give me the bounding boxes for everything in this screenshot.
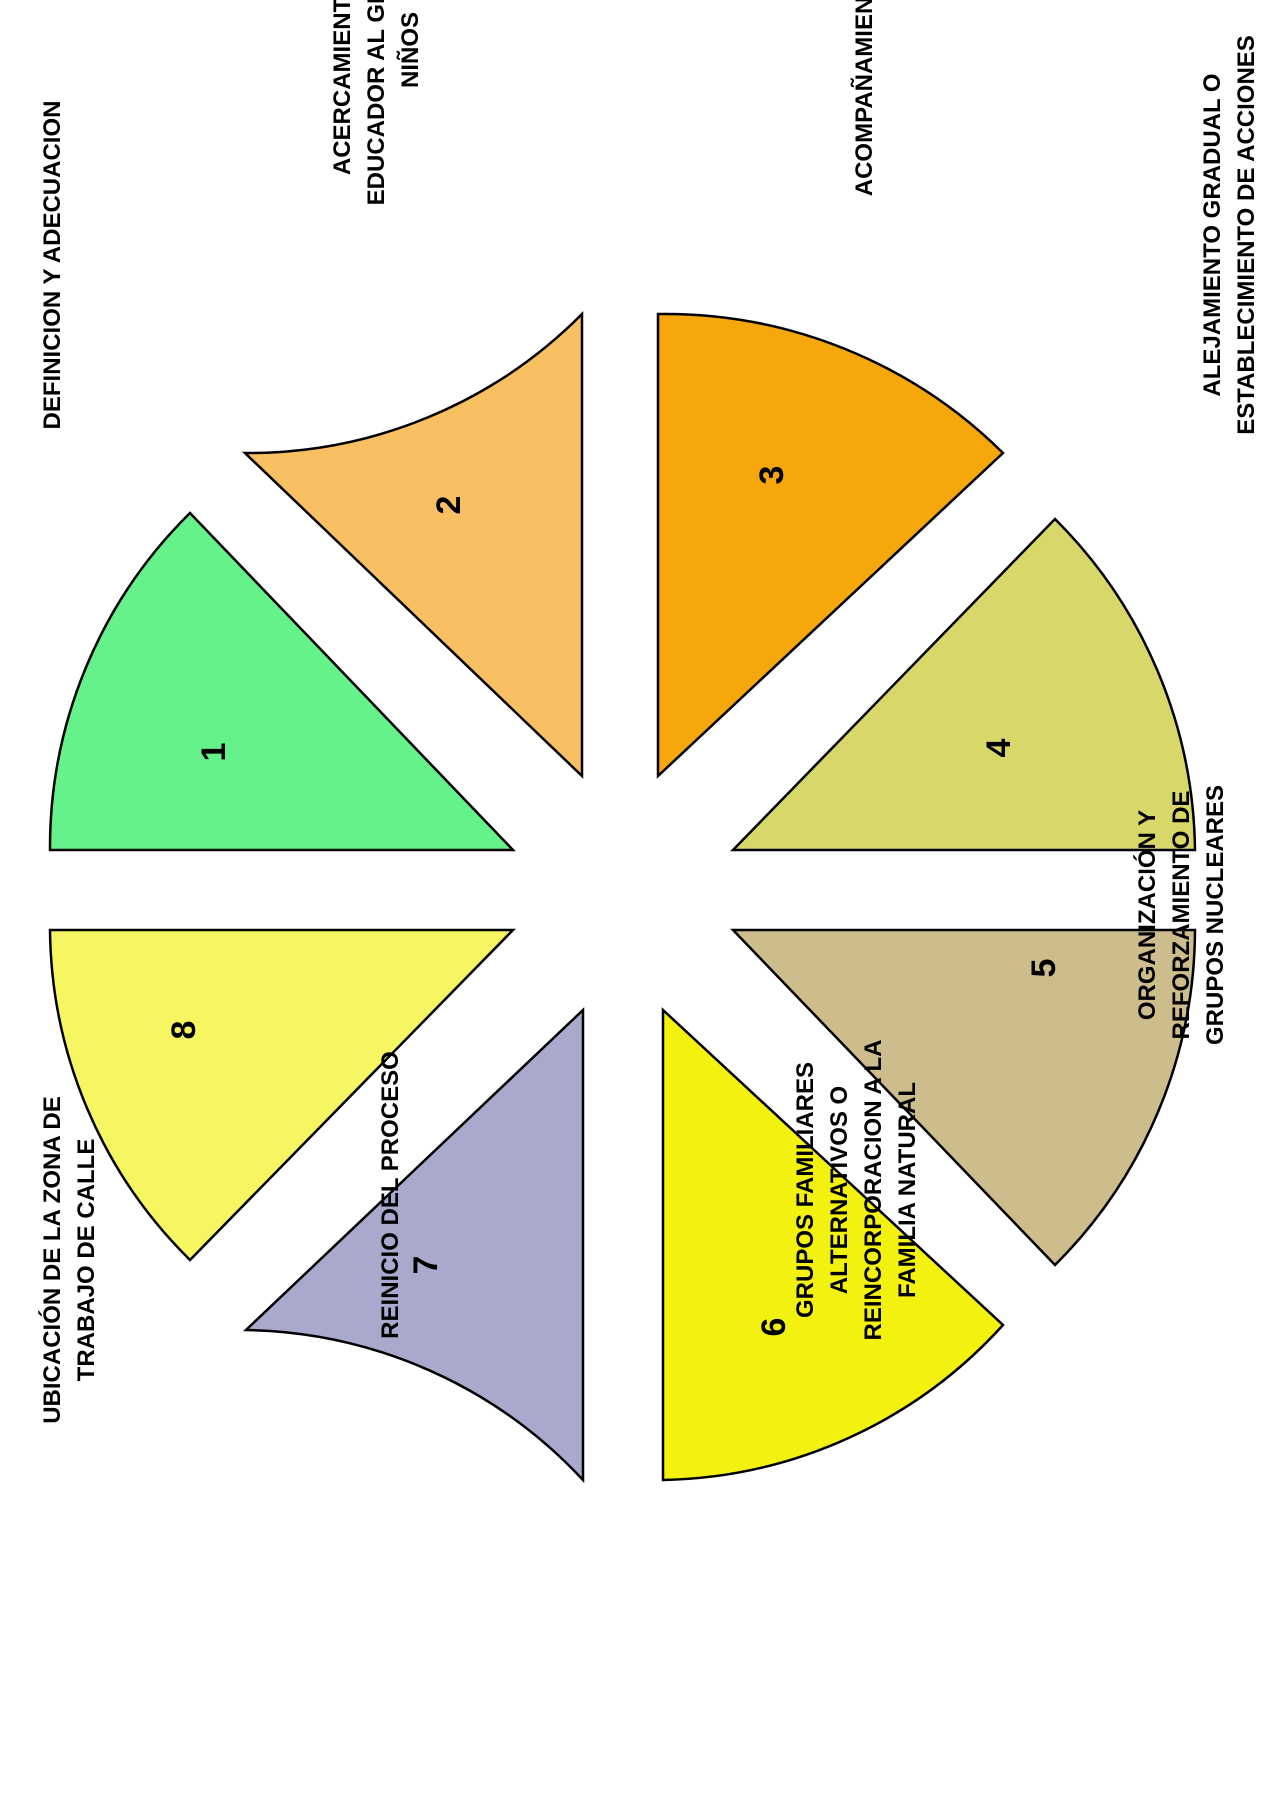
segment-2-label-line: EDUCADOR AL GRUPO DE [363,0,390,205]
segment-8-label-line: UBICACIÓN DE LA ZONA DE [38,1096,66,1424]
segment-6-label-line: FAMILIA NATURAL [894,1082,921,1298]
segment-6-label: GRUPOS FAMILIARES ALTERNATIVOS O REINCORPO… [792,1040,921,1341]
segment-6-label-line: REINCORPORACION A LA [860,1040,887,1341]
segment-5 [730,928,1197,1267]
segment-8-label-line: TRABAJO DE CALLE [73,1139,100,1382]
segment-5-label: ORGANIZACIÓN Y REFORZAMIENTO DE GRUPOS NUC… [1133,785,1229,1045]
segment-4 [730,517,1197,852]
segment-8-label: UBICACIÓN DE LA ZONA DE TRABAJO DE CALLE [38,1096,100,1424]
segment-2-number: 2 [430,496,468,515]
segment-7-label: REINICIO DEL PROCESO [377,1051,404,1339]
segment-5-label-line: GRUPOS NUCLEARES [1202,785,1229,1045]
segment-6-number: 6 [755,1318,793,1337]
segment-4-label-line: ESTABLECIMIENTO DE ACCIONES [1233,35,1260,435]
segment-3-label-line: ACOMPAÑAMIENTO [850,0,878,196]
segment-4-label: ALEJAMIENTO GRADUAL O ESTABLECIMIENTO DE … [1199,35,1260,435]
segment-2-label-line: ACERCAMIENTO DEL [329,0,356,175]
segment-5-number: 5 [1025,959,1063,978]
segment-1-label: DEFINICION Y ADECUACION [39,101,66,430]
segment-3-number: 3 [753,466,791,485]
segment-4-label-line: ALEJAMIENTO GRADUAL O [1199,73,1226,396]
segment-7 [242,1007,585,1484]
segment-1 [48,511,516,852]
segment-7-label-line: REINICIO DEL PROCESO [377,1051,404,1339]
segment-6 [661,1007,1005,1482]
segment-2 [241,310,584,779]
segment-1-number: 1 [195,743,233,762]
segment-4-number: 4 [980,738,1018,757]
segment-8-number: 8 [165,1021,203,1040]
segment-3-label: ACOMPAÑAMIENTO [850,0,878,196]
segment-5-label-line: REFORZAMIENTO DE [1168,791,1195,1040]
segment-1-label-line: DEFINICION Y ADECUACION [39,101,66,430]
segment-6-label-line: ALTERNATIVOS O [826,1086,853,1294]
segment-2-label-line: NIÑOS [396,12,424,88]
segment-5-label-line: ORGANIZACIÓN Y [1133,810,1161,1020]
segment-2-label: ACERCAMIENTO DEL EDUCADOR AL GRUPO DE NIÑO… [329,0,424,205]
segment-7-number: 7 [407,1256,445,1275]
segment-6-label-line: GRUPOS FAMILIARES [792,1062,819,1318]
segment-3 [656,312,1005,779]
segment-8 [48,928,516,1262]
